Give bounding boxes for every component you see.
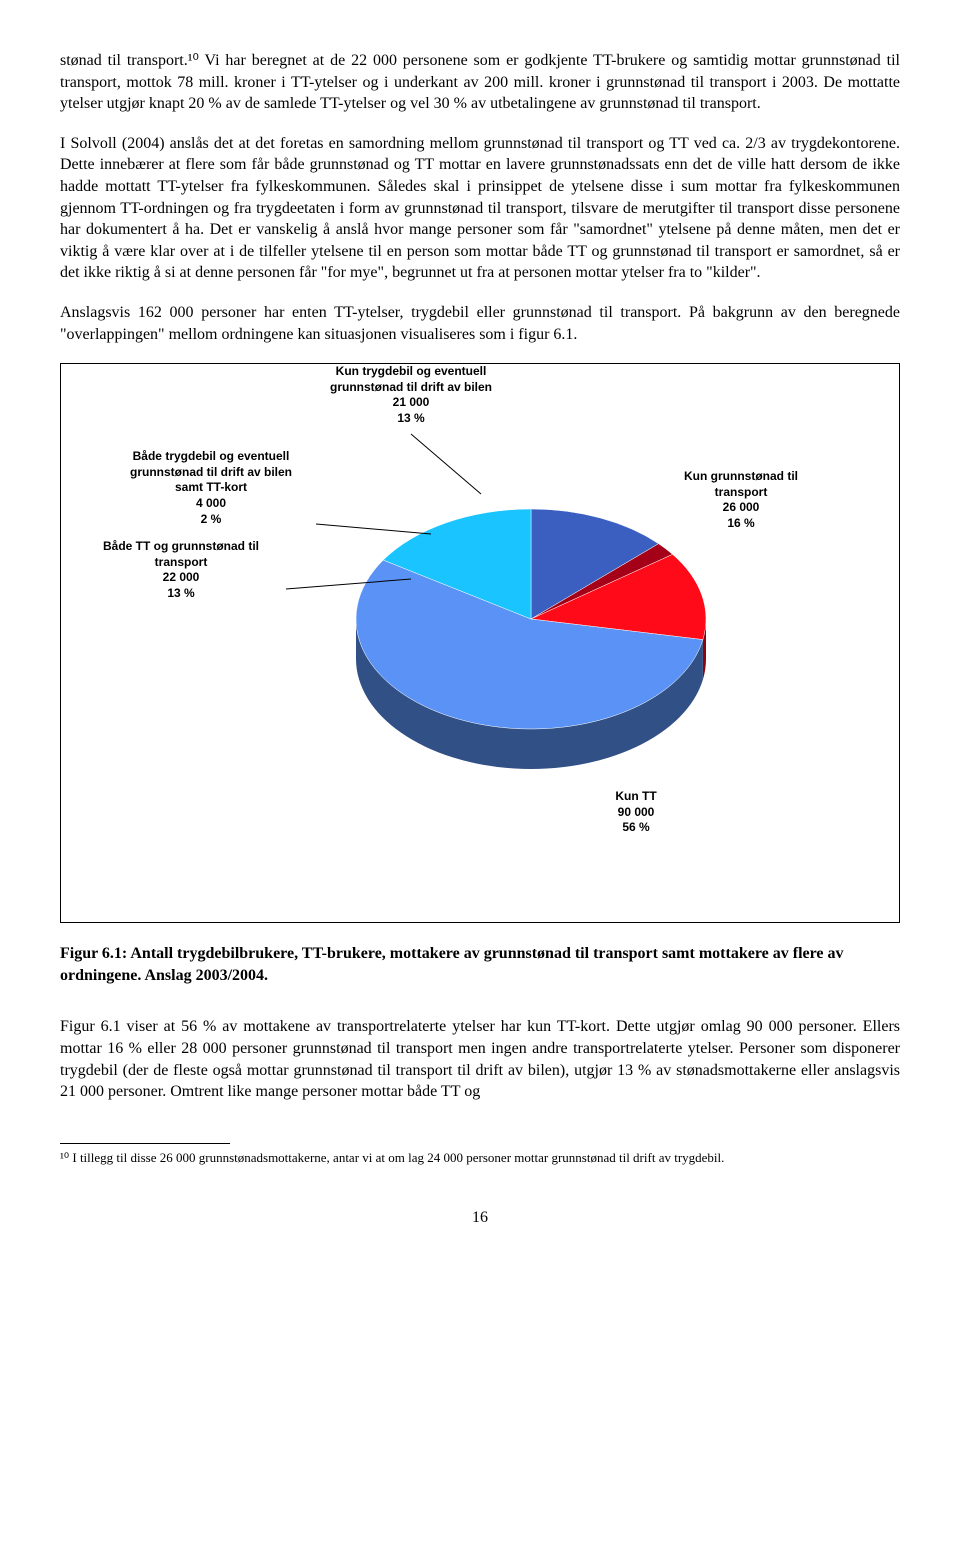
pie-chart-figure: Kun trygdebil og eventuell grunnstønad t… [60, 363, 900, 923]
paragraph: I Solvoll (2004) anslås det at det foret… [60, 133, 900, 284]
pie-slice-label: Både trygdebil og eventuell grunnstønad … [101, 449, 321, 527]
pie-slice-label: Kun trygdebil og eventuell grunnstønad t… [301, 364, 521, 426]
figure-caption: Figur 6.1: Antall trygdebilbrukere, TT-b… [60, 943, 900, 986]
pie-slice-label: Kun grunnstønad til transport 26 000 16 … [651, 469, 831, 531]
page-number: 16 [60, 1207, 900, 1229]
pie-slice-label: Kun TT 90 000 56 % [561, 789, 711, 836]
paragraph: Anslagsvis 162 000 personer har enten TT… [60, 302, 900, 345]
paragraph: stønad til transport.¹⁰ Vi har beregnet … [60, 50, 900, 115]
pie-slice-label: Både TT og grunnstønad til transport 22 … [81, 539, 281, 601]
pie-chart-svg [61, 364, 881, 884]
footnote-separator [60, 1143, 230, 1144]
footnote: ¹⁰ I tillegg til disse 26 000 grunnstøna… [60, 1150, 900, 1167]
paragraph: Figur 6.1 viser at 56 % av mottakene av … [60, 1016, 900, 1102]
